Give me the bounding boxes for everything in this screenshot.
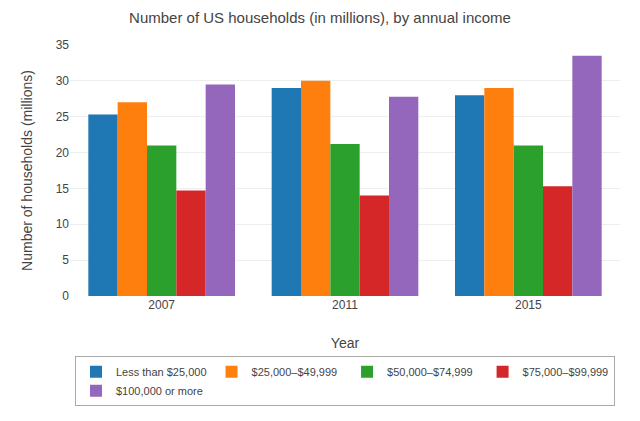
svg-text:30: 30 bbox=[56, 74, 70, 88]
svg-text:25: 25 bbox=[56, 110, 70, 124]
svg-text:Number of households (millions: Number of households (millions) bbox=[19, 70, 35, 271]
svg-text:$100,000 or more: $100,000 or more bbox=[116, 385, 203, 397]
svg-text:10: 10 bbox=[56, 217, 70, 231]
svg-text:20: 20 bbox=[56, 146, 70, 160]
svg-text:$75,000–$99,999: $75,000–$99,999 bbox=[523, 366, 609, 378]
svg-text:2015: 2015 bbox=[515, 298, 542, 312]
svg-text:35: 35 bbox=[56, 38, 70, 52]
svg-text:5: 5 bbox=[62, 253, 69, 267]
svg-text:0: 0 bbox=[62, 289, 69, 303]
svg-text:2007: 2007 bbox=[148, 298, 175, 312]
svg-text:Number of US households (in mi: Number of US households (in millions), b… bbox=[129, 9, 511, 26]
svg-text:Less than $25,000: Less than $25,000 bbox=[116, 366, 207, 378]
svg-text:$50,000–$74,999: $50,000–$74,999 bbox=[387, 366, 473, 378]
svg-text:$25,000–$49,999: $25,000–$49,999 bbox=[252, 366, 338, 378]
svg-text:15: 15 bbox=[56, 182, 70, 196]
svg-text:Year: Year bbox=[331, 335, 360, 351]
svg-text:2011: 2011 bbox=[332, 298, 358, 312]
